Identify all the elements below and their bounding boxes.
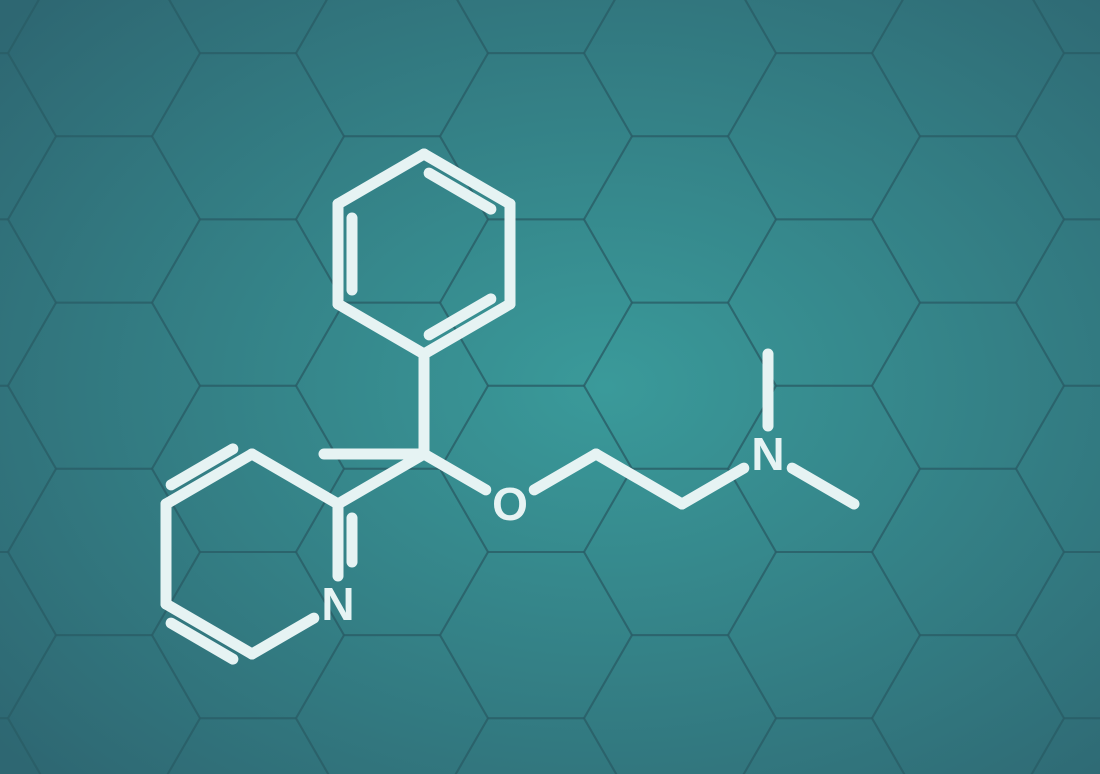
atom-label-n: N	[751, 428, 784, 480]
molecule-diagram: N O N	[0, 0, 1100, 774]
atom-label-n: N	[321, 578, 354, 630]
atom-label-o: O	[492, 478, 528, 530]
figure-canvas: N O N	[0, 0, 1100, 774]
